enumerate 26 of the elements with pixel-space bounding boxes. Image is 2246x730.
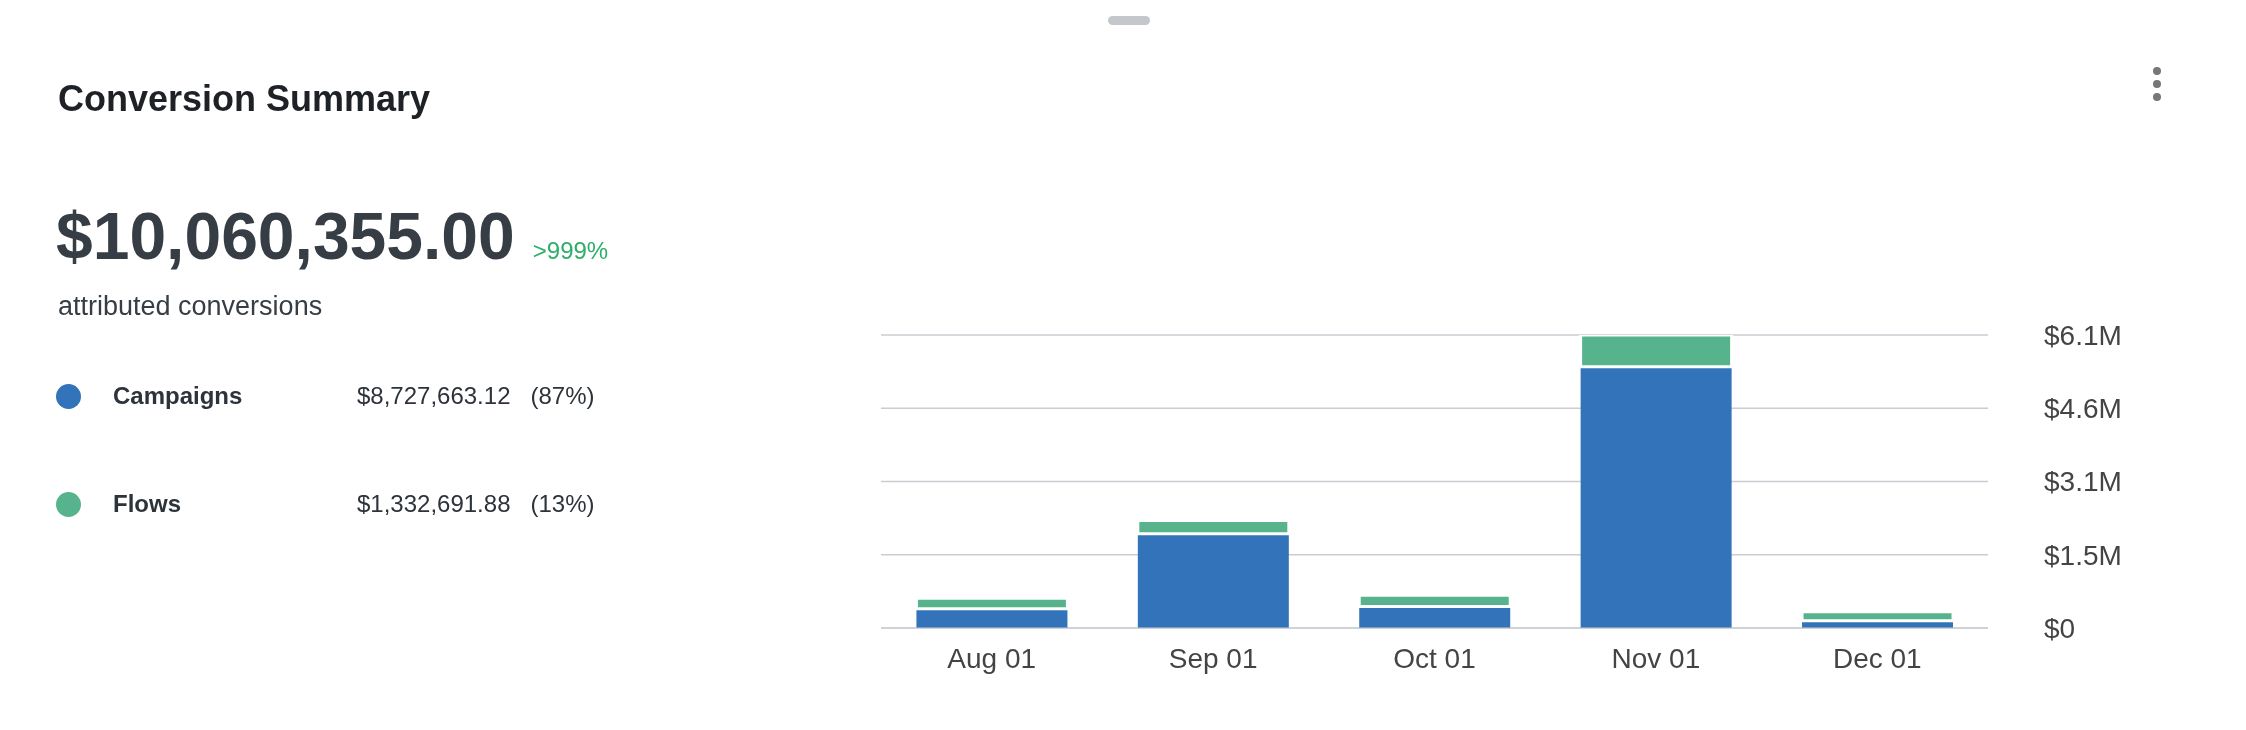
- y-tick-label: $3.1M: [2044, 466, 2122, 498]
- y-tick-label: $6.1M: [2044, 319, 2122, 351]
- bar: [914, 596, 1069, 611]
- x-tick-label: Oct 01: [1393, 642, 1476, 674]
- bar: [1580, 366, 1732, 628]
- text: (13%): [530, 490, 595, 518]
- text: attributed conversions: [58, 291, 323, 322]
- text: >999%: [532, 237, 609, 265]
- x-tick-label: Nov 01: [1611, 642, 1701, 674]
- bar: [1579, 335, 1734, 369]
- legend-label: Campaigns: [113, 382, 244, 410]
- bar: [1800, 610, 1955, 623]
- text: $1,332,691.88: [357, 490, 511, 518]
- text: $10,060,355.00: [56, 198, 515, 274]
- legend-label: Flows: [113, 490, 182, 518]
- x-tick-label: Dec 01: [1832, 642, 1922, 674]
- y-tick-label: $0: [2044, 612, 2076, 644]
- y-tick-label: $1.5M: [2044, 539, 2122, 571]
- y-tick-label: $4.6M: [2044, 393, 2122, 425]
- x-tick-label: Sep 01: [1168, 642, 1258, 674]
- text: Conversion Summary: [58, 78, 431, 120]
- text: (87%): [530, 382, 595, 410]
- bar: [1357, 593, 1512, 608]
- bar: [1137, 533, 1289, 628]
- text: $8,727,663.12: [357, 382, 511, 410]
- x-tick-label: Aug 01: [947, 642, 1037, 674]
